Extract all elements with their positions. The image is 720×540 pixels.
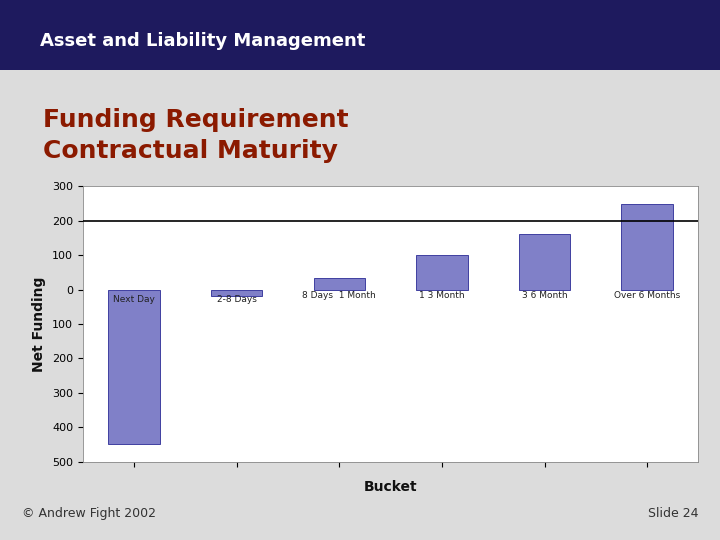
Text: Over 6 Months: Over 6 Months: [614, 291, 680, 300]
Text: 8 Days  1 Month: 8 Days 1 Month: [302, 291, 376, 300]
Text: Asset and Liability Management: Asset and Liability Management: [40, 32, 365, 50]
Bar: [621, 204, 672, 289]
Text: Slide 24: Slide 24: [648, 507, 698, 520]
Text: 2-8 Days: 2-8 Days: [217, 295, 256, 303]
Bar: [519, 234, 570, 289]
Text: © Andrew Fight 2002: © Andrew Fight 2002: [22, 507, 156, 520]
Text: Next Day: Next Day: [113, 295, 155, 303]
Y-axis label: Net Funding: Net Funding: [32, 276, 46, 372]
Bar: [314, 278, 365, 289]
Text: 3 6 Month: 3 6 Month: [522, 291, 567, 300]
Text: 1 3 Month: 1 3 Month: [419, 291, 464, 300]
Bar: [109, 289, 160, 444]
X-axis label: Bucket: Bucket: [364, 480, 418, 494]
Bar: [211, 289, 262, 296]
Text: Funding Requirement
Contractual Maturity: Funding Requirement Contractual Maturity: [42, 108, 348, 163]
Bar: [416, 255, 467, 289]
